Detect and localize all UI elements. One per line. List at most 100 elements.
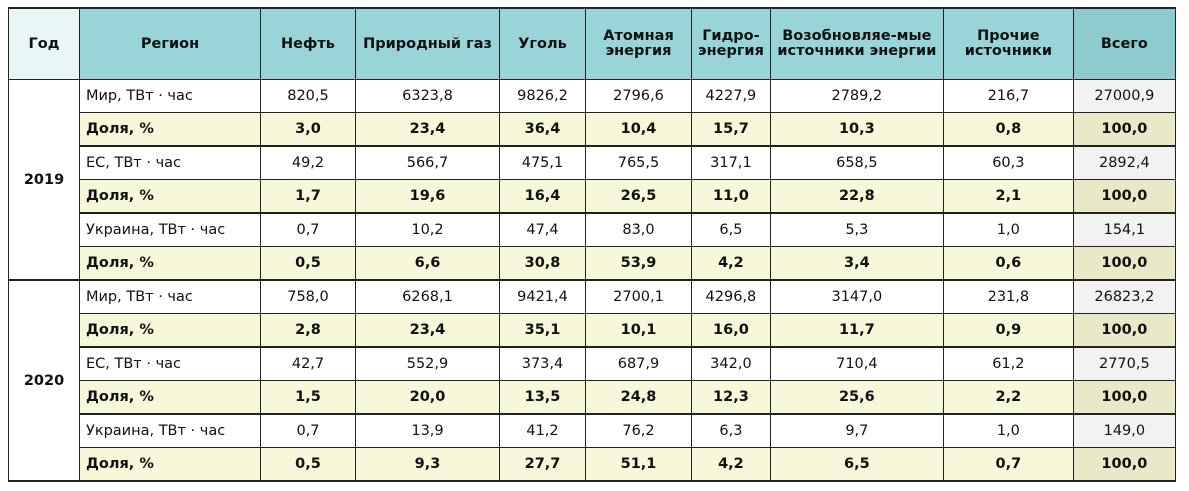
value-cell: 16,4 [499, 179, 586, 214]
value-cell: 552,9 [355, 346, 500, 381]
value-cell: 61,2 [942, 346, 1074, 381]
value-cell: 6323,8 [355, 79, 500, 113]
value-cell: 23,4 [355, 313, 500, 348]
value-cell: 36,4 [499, 112, 586, 147]
value-cell: 42,7 [260, 346, 356, 381]
value-cell: 2,2 [942, 380, 1074, 415]
value-cell: 47,4 [499, 212, 586, 247]
value-cell: 60,3 [942, 145, 1074, 180]
value-cell: 5,3 [769, 212, 944, 247]
value-cell: 11,0 [691, 179, 771, 214]
value-cell: 1,5 [260, 380, 356, 415]
value-cell: 4,2 [691, 447, 771, 482]
total-cell: 26823,2 [1072, 279, 1176, 314]
energy-table: Год Регион Нефть Природный газ Уголь Ато… [8, 7, 1176, 482]
header-year: Год [8, 7, 80, 80]
header-total: Всего [1072, 7, 1176, 80]
value-cell: 687,9 [585, 346, 692, 381]
value-cell: 0,9 [942, 313, 1074, 348]
value-cell: 0,6 [942, 246, 1074, 281]
total-cell: 27000,9 [1072, 79, 1176, 113]
value-cell: 6,5 [769, 447, 944, 482]
region-cell: Доля, % [79, 179, 261, 214]
value-cell: 27,7 [499, 447, 586, 482]
value-cell: 2,8 [260, 313, 356, 348]
value-cell: 566,7 [355, 145, 500, 180]
value-cell: 9421,4 [499, 279, 586, 314]
value-cell: 23,4 [355, 112, 500, 147]
year-cell: 2020 [8, 279, 80, 482]
header-region: Регион [79, 7, 261, 80]
value-cell: 35,1 [499, 313, 586, 348]
total-cell: 100,0 [1072, 246, 1176, 281]
value-cell: 15,7 [691, 112, 771, 147]
total-cell: 100,0 [1072, 380, 1176, 415]
header-coal: Уголь [499, 7, 586, 80]
value-cell: 0,8 [942, 112, 1074, 147]
table-row: 2019 Мир, ТВт · час 820,5 6323,8 9826,2 2796,… [8, 79, 1176, 281]
value-cell: 25,6 [769, 380, 944, 415]
value-cell: 24,8 [585, 380, 692, 415]
total-cell: 100,0 [1072, 313, 1176, 348]
header-oil: Нефть [260, 7, 356, 80]
region-cell: Доля, % [79, 380, 261, 415]
value-cell: 0,7 [260, 413, 356, 448]
value-cell: 19,6 [355, 179, 500, 214]
value-cell: 342,0 [691, 346, 771, 381]
value-cell: 765,5 [585, 145, 692, 180]
value-cell: 6,5 [691, 212, 771, 247]
value-cell: 475,1 [499, 145, 586, 180]
value-cell: 16,0 [691, 313, 771, 348]
value-cell: 2789,2 [769, 79, 944, 113]
value-cell: 20,0 [355, 380, 500, 415]
value-cell: 22,8 [769, 179, 944, 214]
total-cell: 2892,4 [1072, 145, 1176, 180]
value-cell: 2,1 [942, 179, 1074, 214]
value-cell: 6,6 [355, 246, 500, 281]
value-cell: 4296,8 [691, 279, 771, 314]
table-row: Доля, % 0,5 6,6 30,8 53,9 4,2 3,4 0,6 100,0 [9, 246, 1176, 281]
value-cell: 41,2 [499, 413, 586, 448]
total-cell: 100,0 [1072, 447, 1176, 482]
value-cell: 317,1 [691, 145, 771, 180]
total-cell: 100,0 [1072, 179, 1176, 214]
value-cell: 758,0 [260, 279, 356, 314]
value-cell: 3,4 [769, 246, 944, 281]
region-cell: Мир, ТВт · час [79, 279, 261, 314]
value-cell: 1,7 [260, 179, 356, 214]
value-cell: 76,2 [585, 413, 692, 448]
value-cell: 13,9 [355, 413, 500, 448]
region-cell: Мир, ТВт · час [79, 79, 261, 113]
table-row: Доля, % 1,5 20,0 13,5 24,8 12,3 25,6 2,2 100,0 [9, 380, 1176, 415]
value-cell: 83,0 [585, 212, 692, 247]
value-cell: 10,3 [769, 112, 944, 147]
value-cell: 13,5 [499, 380, 586, 415]
region-cell: ЕС, ТВт · час [79, 346, 261, 381]
table-row: Доля, % 1,7 19,6 16,4 26,5 11,0 22,8 2,1 100,0 [9, 179, 1176, 214]
value-cell: 231,8 [942, 279, 1074, 314]
value-cell: 12,3 [691, 380, 771, 415]
value-cell: 9,3 [355, 447, 500, 482]
region-cell: Украина, ТВт · час [79, 212, 261, 247]
value-cell: 30,8 [499, 246, 586, 281]
header-gas: Природный газ [355, 7, 500, 80]
total-cell: 100,0 [1072, 112, 1176, 147]
header-hydro: Гидро-энергия [691, 7, 771, 80]
region-cell: Доля, % [79, 447, 261, 482]
value-cell: 6,3 [691, 413, 771, 448]
value-cell: 0,7 [942, 447, 1074, 482]
value-cell: 373,4 [499, 346, 586, 381]
year-cell: 2019 [8, 79, 80, 281]
total-cell: 149,0 [1072, 413, 1176, 448]
table-row: Украина, ТВт · час 0,7 13,9 41,2 76,2 6,3 9,7 1… [9, 413, 1176, 448]
value-cell: 820,5 [260, 79, 356, 113]
region-cell: ЕС, ТВт · час [79, 145, 261, 180]
value-cell: 0,5 [260, 246, 356, 281]
table-row: ЕС, ТВт · час 42,7 552,9 373,4 687,9 342,0 710… [9, 346, 1176, 381]
region-cell: Доля, % [79, 313, 261, 348]
value-cell: 1,0 [942, 212, 1074, 247]
value-cell: 658,5 [769, 145, 944, 180]
value-cell: 51,1 [585, 447, 692, 482]
value-cell: 11,7 [769, 313, 944, 348]
region-cell: Доля, % [79, 246, 261, 281]
